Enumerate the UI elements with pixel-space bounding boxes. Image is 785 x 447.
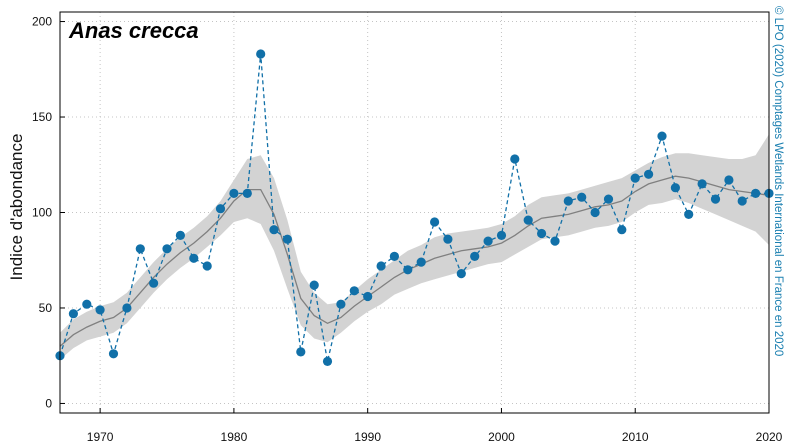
data-point	[456, 269, 466, 279]
smoothed-trend-line	[59, 175, 770, 347]
data-point	[751, 188, 761, 198]
data-point	[416, 257, 426, 267]
y-tick-label: 150	[32, 110, 52, 124]
data-point	[269, 225, 279, 235]
x-axis: 1970 1980 1990 2000 2010 2020	[87, 408, 783, 444]
data-point	[657, 131, 667, 141]
chart-title: Anas crecca	[68, 18, 199, 43]
data-point	[617, 225, 627, 235]
observed-points	[55, 49, 774, 366]
plot-frame	[59, 11, 770, 414]
data-point	[430, 217, 440, 227]
data-point	[496, 230, 507, 240]
data-point	[590, 207, 600, 218]
y-axis: 0 50 100 150 200	[32, 15, 65, 410]
data-point	[349, 286, 359, 296]
data-point	[242, 188, 252, 198]
data-point	[296, 347, 306, 357]
data-point	[630, 173, 640, 183]
data-point	[229, 188, 239, 198]
x-tick-label: 2000	[488, 430, 515, 444]
data-point	[403, 265, 413, 275]
data-point	[389, 251, 399, 261]
data-point	[670, 183, 681, 193]
data-point	[737, 196, 747, 206]
x-tick-label: 1980	[221, 430, 248, 444]
y-tick-label: 200	[32, 15, 52, 29]
data-point	[510, 154, 520, 164]
data-point	[724, 175, 734, 185]
data-point	[577, 192, 587, 202]
credit-text: © LPO (2020) Comptages Wetlands Internat…	[772, 6, 784, 356]
data-point	[202, 261, 212, 271]
data-point	[68, 309, 78, 319]
data-point	[336, 299, 346, 309]
y-tick-label: 50	[39, 301, 53, 315]
data-point	[282, 234, 292, 244]
data-point	[322, 356, 333, 366]
data-point	[563, 196, 573, 206]
data-point	[82, 299, 92, 309]
data-point	[175, 230, 185, 240]
x-tick-label: 2020	[756, 430, 783, 444]
x-tick-label: 1970	[87, 430, 114, 444]
data-point	[215, 204, 226, 214]
data-point	[363, 291, 373, 302]
observed-series-line	[59, 53, 769, 362]
y-tick-label: 0	[45, 396, 52, 410]
x-tick-label: 1990	[354, 430, 381, 444]
data-point	[135, 244, 145, 254]
x-tick-label: 2010	[622, 430, 649, 444]
data-point	[443, 234, 453, 244]
data-point	[470, 251, 480, 261]
data-point	[483, 236, 493, 246]
data-point	[376, 261, 386, 271]
data-point	[550, 236, 560, 246]
y-axis-label: Indice d'abondance	[7, 134, 26, 281]
y-tick-label: 100	[32, 206, 52, 220]
data-point	[603, 194, 614, 204]
data-point	[122, 303, 132, 313]
data-point	[523, 215, 533, 225]
data-point	[710, 194, 721, 204]
data-point	[644, 169, 654, 179]
data-point	[256, 49, 266, 59]
data-point	[697, 179, 707, 189]
data-point	[684, 209, 694, 219]
data-point	[162, 244, 172, 254]
data-point	[537, 228, 547, 239]
data-point	[108, 349, 119, 359]
data-point	[189, 253, 199, 263]
data-point	[309, 280, 319, 290]
grid	[60, 12, 770, 413]
data-point	[149, 278, 159, 288]
data-point	[95, 305, 105, 315]
